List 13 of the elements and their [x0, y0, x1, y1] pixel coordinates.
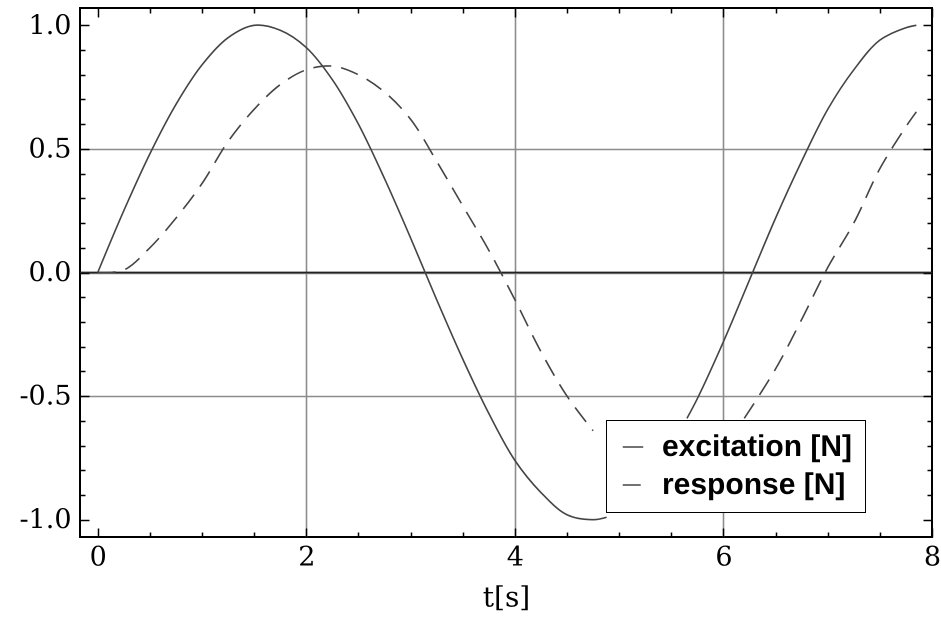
y-tick-label: 0.5	[28, 133, 72, 164]
y-tick-label: 0.0	[28, 257, 72, 288]
y-tick-label: -0.5	[19, 380, 72, 412]
x-axis-title: t[s]	[482, 580, 530, 614]
x-tick-label: 6	[715, 542, 733, 572]
x-tick-label: 0	[90, 542, 107, 572]
x-tick-label: 8	[924, 542, 941, 572]
legend-label: excitation [N]	[662, 430, 852, 463]
x-tick-label: 4	[506, 542, 524, 572]
y-tick-label: -1.0	[19, 504, 72, 536]
y-tick-label: 1.0	[28, 10, 72, 41]
legend-label: response [N]	[662, 468, 846, 501]
x-tick-label: 2	[298, 542, 316, 572]
